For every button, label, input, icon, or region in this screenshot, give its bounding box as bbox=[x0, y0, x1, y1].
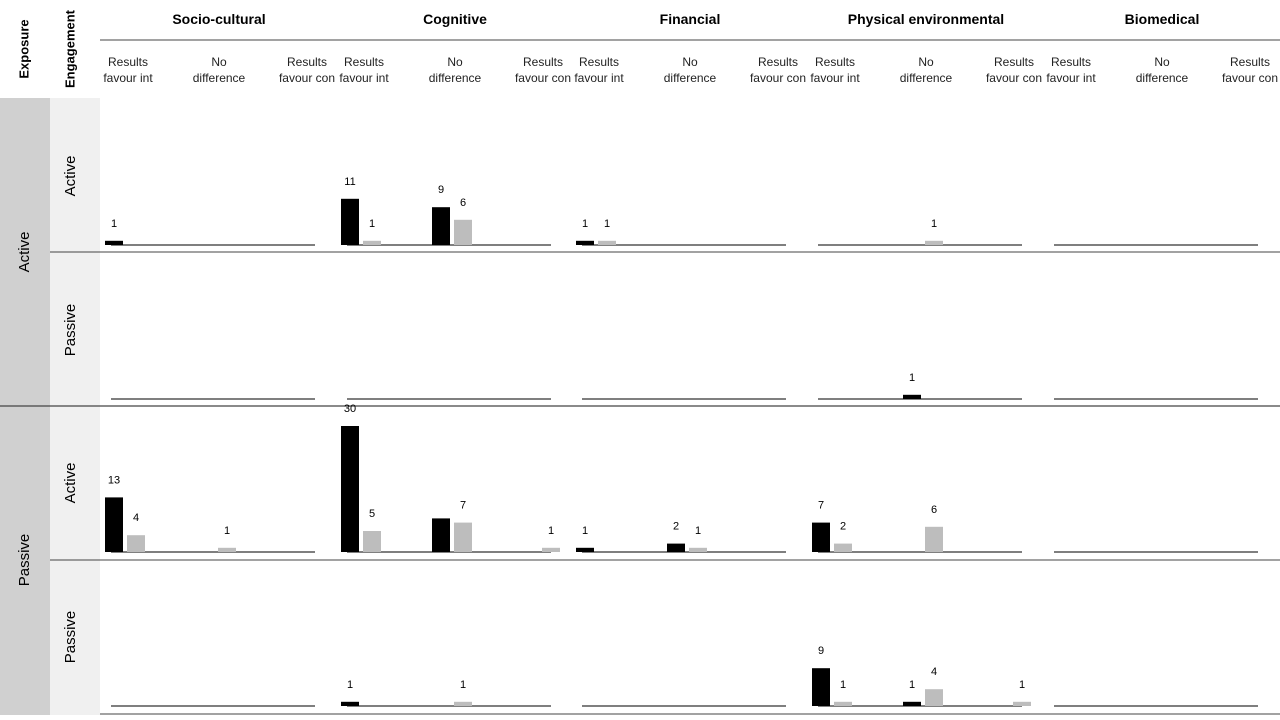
bar-active-active-cognitive-results-favour-int-grey bbox=[363, 240, 381, 245]
bar-passive-passive-physical-environmental-results-favour-int-black bbox=[812, 668, 830, 706]
value-label-passive-active-financial-no-difference-black: 2 bbox=[673, 521, 679, 533]
value-label-passive-active-physical-environmental-results-favour-int-grey: 2 bbox=[840, 521, 846, 533]
engagement-label-active-active: Active bbox=[62, 156, 79, 197]
bar-passive-passive-physical-environmental-results-favour-int-grey bbox=[834, 701, 852, 706]
subcategory-label-cognitive-results-favour-con: Results favour con bbox=[515, 55, 571, 85]
value-label-passive-active-socio-cultural-results-favour-int-black: 13 bbox=[108, 474, 120, 486]
value-label-passive-active-cognitive-results-favour-con-grey: 1 bbox=[548, 525, 554, 537]
bar-passive-active-socio-cultural-no-difference-grey bbox=[218, 547, 236, 552]
engagement-label-active-passive: Passive bbox=[62, 304, 79, 357]
bar-active-active-socio-cultural-results-favour-int-black bbox=[105, 240, 123, 245]
bar-passive-passive-cognitive-no-difference-grey bbox=[454, 701, 472, 706]
exposure-label-passive: Passive bbox=[16, 534, 33, 587]
bar-passive-active-cognitive-no-difference-black bbox=[432, 518, 450, 552]
value-label-active-active-physical-environmental-no-difference-grey: 1 bbox=[931, 218, 937, 230]
value-label-active-active-cognitive-results-favour-int-grey: 1 bbox=[369, 218, 375, 230]
value-label-passive-passive-cognitive-results-favour-int-black: 1 bbox=[347, 679, 353, 691]
value-label-passive-passive-physical-environmental-no-difference-grey: 4 bbox=[931, 666, 937, 678]
subcategory-label-biomedical-results-favour-int: Results favour int bbox=[1046, 55, 1096, 85]
bar-passive-active-financial-results-favour-int-black bbox=[576, 547, 594, 552]
subcategory-label-physical-environmental-results-favour-con: Results favour con bbox=[986, 55, 1042, 85]
value-label-active-active-socio-cultural-results-favour-int-black: 1 bbox=[111, 218, 117, 230]
value-label-passive-passive-physical-environmental-results-favour-con-grey: 1 bbox=[1019, 679, 1025, 691]
exposure-passive-band bbox=[0, 405, 50, 715]
value-label-active-active-cognitive-no-difference-grey: 6 bbox=[460, 197, 466, 209]
category-header-cognitive: Cognitive bbox=[423, 11, 487, 27]
subcategory-label-financial-results-favour-int: Results favour int bbox=[574, 55, 624, 85]
bar-passive-active-physical-environmental-results-favour-int-grey bbox=[834, 543, 852, 552]
bar-active-active-cognitive-no-difference-grey bbox=[454, 219, 472, 245]
bar-passive-passive-physical-environmental-no-difference-grey bbox=[925, 689, 943, 706]
subcategory-label-cognitive-results-favour-int: Results favour int bbox=[339, 55, 389, 85]
exposure-label-active: Active bbox=[16, 232, 33, 273]
bar-active-active-financial-results-favour-int-black bbox=[576, 240, 594, 245]
bar-active-active-physical-environmental-no-difference-grey bbox=[925, 240, 943, 245]
bar-passive-active-socio-cultural-results-favour-int-grey bbox=[127, 535, 145, 552]
bar-active-active-financial-results-favour-int-grey bbox=[598, 240, 616, 245]
value-label-passive-passive-cognitive-no-difference-grey: 1 bbox=[460, 679, 466, 691]
subcategory-label-socio-cultural-results-favour-con: Results favour con bbox=[279, 55, 335, 85]
exposure-active-band bbox=[0, 98, 50, 405]
engagement-label-passive-active: Active bbox=[62, 463, 79, 504]
bar-passive-active-cognitive-results-favour-int-grey bbox=[363, 531, 381, 552]
subcategory-label-financial-no-difference: No difference bbox=[664, 55, 717, 85]
value-label-active-active-financial-results-favour-int-grey: 1 bbox=[604, 218, 610, 230]
subcategory-label-cognitive-no-difference: No difference bbox=[429, 55, 482, 85]
engagement-header: Engagement bbox=[62, 9, 77, 88]
category-header-biomedical: Biomedical bbox=[1125, 11, 1200, 27]
value-label-active-passive-physical-environmental-no-difference-black: 1 bbox=[909, 372, 915, 384]
value-label-passive-active-cognitive-results-favour-int-black: 30 bbox=[344, 403, 356, 415]
value-label-passive-active-socio-cultural-results-favour-int-grey: 4 bbox=[133, 512, 139, 524]
exposure-header: Exposure bbox=[16, 19, 31, 78]
value-label-passive-active-socio-cultural-no-difference-grey: 1 bbox=[224, 525, 230, 537]
subcategory-label-biomedical-no-difference: No difference bbox=[1136, 55, 1189, 85]
bar-passive-active-physical-environmental-no-difference-grey bbox=[925, 526, 943, 552]
value-label-passive-active-physical-environmental-results-favour-int-black: 7 bbox=[818, 500, 824, 512]
bar-passive-active-cognitive-results-favour-int-black bbox=[341, 426, 359, 552]
bar-passive-passive-physical-environmental-results-favour-con-grey bbox=[1013, 701, 1031, 706]
subcategory-label-physical-environmental-results-favour-int: Results favour int bbox=[810, 55, 860, 85]
bar-passive-active-physical-environmental-results-favour-int-black bbox=[812, 522, 830, 552]
value-label-passive-active-cognitive-results-favour-int-grey: 5 bbox=[369, 508, 375, 520]
value-label-active-active-financial-results-favour-int-black: 1 bbox=[582, 218, 588, 230]
category-header-financial: Financial bbox=[660, 11, 721, 27]
value-label-active-active-cognitive-no-difference-black: 9 bbox=[438, 184, 444, 196]
bar-passive-passive-physical-environmental-no-difference-black bbox=[903, 701, 921, 706]
bar-active-active-cognitive-no-difference-black bbox=[432, 207, 450, 245]
engagement-label-passive-passive: Passive bbox=[62, 611, 79, 664]
bar-passive-active-socio-cultural-results-favour-int-black bbox=[105, 497, 123, 552]
subcategory-label-biomedical-results-favour-con: Results favour con bbox=[1222, 55, 1278, 85]
value-label-passive-active-financial-no-difference-grey: 1 bbox=[695, 525, 701, 537]
bar-active-active-cognitive-results-favour-int-black bbox=[341, 198, 359, 245]
bar-passive-active-cognitive-no-difference-grey bbox=[454, 522, 472, 552]
subcategory-label-financial-results-favour-con: Results favour con bbox=[750, 55, 806, 85]
bar-active-passive-physical-environmental-no-difference-black bbox=[903, 394, 921, 399]
bar-passive-active-financial-no-difference-grey bbox=[689, 547, 707, 552]
value-label-active-active-cognitive-results-favour-int-black: 11 bbox=[344, 176, 355, 188]
subcategory-label-physical-environmental-no-difference: No difference bbox=[900, 55, 953, 85]
category-header-socio-cultural: Socio-cultural bbox=[172, 11, 265, 27]
value-label-passive-passive-physical-environmental-no-difference-black: 1 bbox=[909, 679, 915, 691]
subcategory-label-socio-cultural-no-difference: No difference bbox=[193, 55, 246, 85]
bar-passive-active-financial-no-difference-black bbox=[667, 543, 685, 552]
value-label-passive-active-financial-results-favour-int-black: 1 bbox=[582, 525, 588, 537]
category-header-physical-environmental: Physical environmental bbox=[848, 11, 1004, 27]
bar-passive-passive-cognitive-results-favour-int-black bbox=[341, 701, 359, 706]
bar-passive-active-cognitive-results-favour-con-grey bbox=[542, 547, 560, 552]
value-label-passive-passive-physical-environmental-results-favour-int-grey: 1 bbox=[840, 679, 846, 691]
subcategory-label-socio-cultural-results-favour-int: Results favour int bbox=[103, 55, 153, 85]
value-label-passive-passive-physical-environmental-results-favour-int-black: 9 bbox=[818, 645, 824, 657]
value-label-passive-active-physical-environmental-no-difference-grey: 6 bbox=[931, 504, 937, 516]
value-label-passive-active-cognitive-no-difference-grey: 7 bbox=[460, 500, 466, 512]
